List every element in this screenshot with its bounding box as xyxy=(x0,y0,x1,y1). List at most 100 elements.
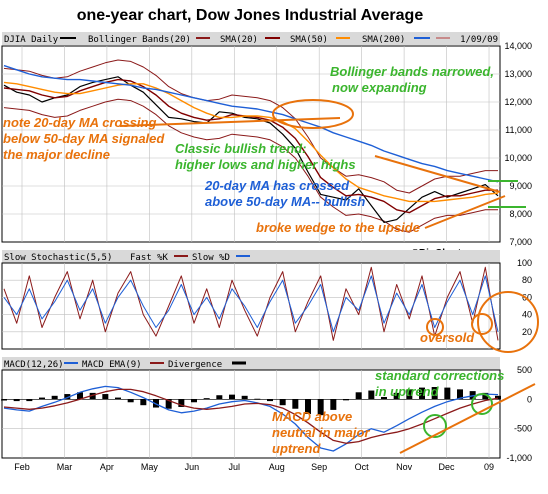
y-tick-label: 12,000 xyxy=(504,97,532,107)
divergence-bar xyxy=(393,392,400,400)
trend-line xyxy=(119,117,341,127)
divergence-bar xyxy=(343,399,349,401)
highlight-ellipse-aug xyxy=(272,99,354,129)
note-cross-1: 20-day MA has crossed xyxy=(204,178,350,193)
divergence-bar xyxy=(89,392,96,400)
macd-legend-ema: MACD EMA(9) xyxy=(82,360,142,370)
x-tick-label: May xyxy=(141,462,159,472)
stoch-slow-line xyxy=(3,275,499,333)
divergence-bar xyxy=(216,395,223,400)
price-line xyxy=(3,76,499,223)
divergence-bar xyxy=(77,392,83,400)
legend-item-sma20: SMA(20) xyxy=(220,35,258,45)
y-tick-label: 500 xyxy=(517,365,532,375)
y-tick-label: -1,000 xyxy=(506,453,532,463)
divergence-bar xyxy=(292,399,299,409)
note-std-2: in uptrend xyxy=(375,384,440,399)
divergence-bar xyxy=(330,399,337,410)
wedge-upper-line xyxy=(374,155,501,193)
note-cross-2: above 50-day MA-- bullish xyxy=(205,194,365,209)
y-tick-label: 8,000 xyxy=(509,209,532,219)
divergence-bar xyxy=(279,399,286,406)
oversold-circle-3 xyxy=(477,291,539,353)
divergence-bar xyxy=(431,387,438,400)
divergence-bar xyxy=(140,399,147,406)
divergence-bar xyxy=(406,389,413,400)
x-tick-label: Jun xyxy=(185,462,200,472)
y-tick-label: 10,000 xyxy=(504,153,532,163)
wedge-lower-line xyxy=(424,195,506,229)
divergence-bar xyxy=(317,399,324,416)
macd-uptrend-line xyxy=(399,383,536,454)
price-legend-symbol: DJIA Daily xyxy=(4,35,59,45)
y-tick-label: 80 xyxy=(522,275,532,285)
x-tick-label: Nov xyxy=(396,462,413,472)
y-tick-label: 100 xyxy=(517,258,532,268)
legend-item-sma200: SMA(200) xyxy=(362,35,405,45)
macd-legend-bar xyxy=(2,357,500,370)
y-tick-label: 20 xyxy=(522,327,532,337)
y-tick-label: 14,000 xyxy=(504,41,532,51)
divergence-bar xyxy=(191,399,197,403)
stoch-legend-label: Slow Stochastic(5,5) xyxy=(4,253,112,263)
x-tick-label: Sep xyxy=(311,462,327,472)
x-tick-label: Mar xyxy=(57,462,73,472)
y-tick-label: 9,000 xyxy=(509,181,532,191)
divergence-bar xyxy=(102,394,109,400)
y-tick-label: 11,000 xyxy=(505,125,532,135)
divergence-bar xyxy=(115,397,121,400)
legend-item-bollinger: Bollinger Bands(20) xyxy=(88,35,191,45)
legend-item-sma50: SMA(50) xyxy=(290,35,328,45)
stoch-y-axis: 20 40 60 80 100 xyxy=(517,258,532,337)
divergence-bar xyxy=(482,392,489,400)
x-tick-label: Feb xyxy=(14,462,30,472)
divergence-bar xyxy=(203,398,210,400)
x-tick-label: Aug xyxy=(269,462,285,472)
note-ma-cross-1: note 20-day MA crossing xyxy=(3,115,156,130)
x-tick-label: Oct xyxy=(355,462,370,472)
divergence-bar xyxy=(457,389,463,400)
price-date-label: 1/09/09 xyxy=(460,35,498,45)
macd-panel: MACD(12,26) MACD EMA(9) Divergence -1,00… xyxy=(1,357,536,463)
price-panel: DJIA Daily Bollinger Bands(20) SMA(20) S… xyxy=(1,32,532,259)
divergence-bar xyxy=(165,399,172,409)
macd-ema-line xyxy=(3,388,499,444)
divergence-bar xyxy=(495,395,501,400)
macd-line xyxy=(3,385,499,452)
divergence-bar xyxy=(267,399,273,402)
price-plot-frame xyxy=(1,45,501,243)
x-axis: Feb Mar Apr May Jun Jul Aug Sep Oct Nov Dec 09 xyxy=(14,462,494,472)
stoch-legend-slow: Slow %D xyxy=(192,253,230,263)
y-tick-label: 13,000 xyxy=(504,69,532,79)
divergence-bar xyxy=(381,396,387,400)
sma200-line xyxy=(3,64,499,183)
sma50-line xyxy=(3,81,499,203)
divergence-bar xyxy=(368,390,375,400)
oversold-circle-1 xyxy=(426,318,444,336)
bollinger-upper-line xyxy=(3,59,498,194)
price-y-axis: 7,000 8,000 9,000 10,000 11,000 12,000 13,000 1… xyxy=(504,41,532,247)
divergence-bar xyxy=(444,387,451,400)
price-series xyxy=(3,59,499,233)
y-tick-label: -500 xyxy=(514,424,532,434)
divergence-bar xyxy=(1,399,7,401)
divergence-bar xyxy=(39,397,45,400)
divergence-bar xyxy=(419,387,425,400)
bollinger-lower-line xyxy=(3,98,498,233)
stoch-legend-fast: Fast %K xyxy=(130,253,169,263)
macd-legend-label: MACD(12,26) xyxy=(4,360,64,370)
note-macd-3: uptrend xyxy=(272,441,321,456)
divergence-bar xyxy=(355,392,362,400)
divergence-bar xyxy=(13,399,20,402)
macd-y-axis: -1,000 -500 0 500 xyxy=(506,365,532,463)
note-std-1: standard corrections xyxy=(375,368,504,383)
stoch-plot-frame xyxy=(1,262,501,350)
divergence-bar xyxy=(26,399,33,402)
note-bollinger-1: Bollinger bands narrowed, xyxy=(330,64,494,79)
macd-circle-2 xyxy=(471,393,493,415)
divergence-bar xyxy=(229,394,235,400)
x-tick-label: Jul xyxy=(229,462,241,472)
divergence-bar xyxy=(241,395,248,400)
note-bollinger-2: now expanding xyxy=(332,80,427,95)
